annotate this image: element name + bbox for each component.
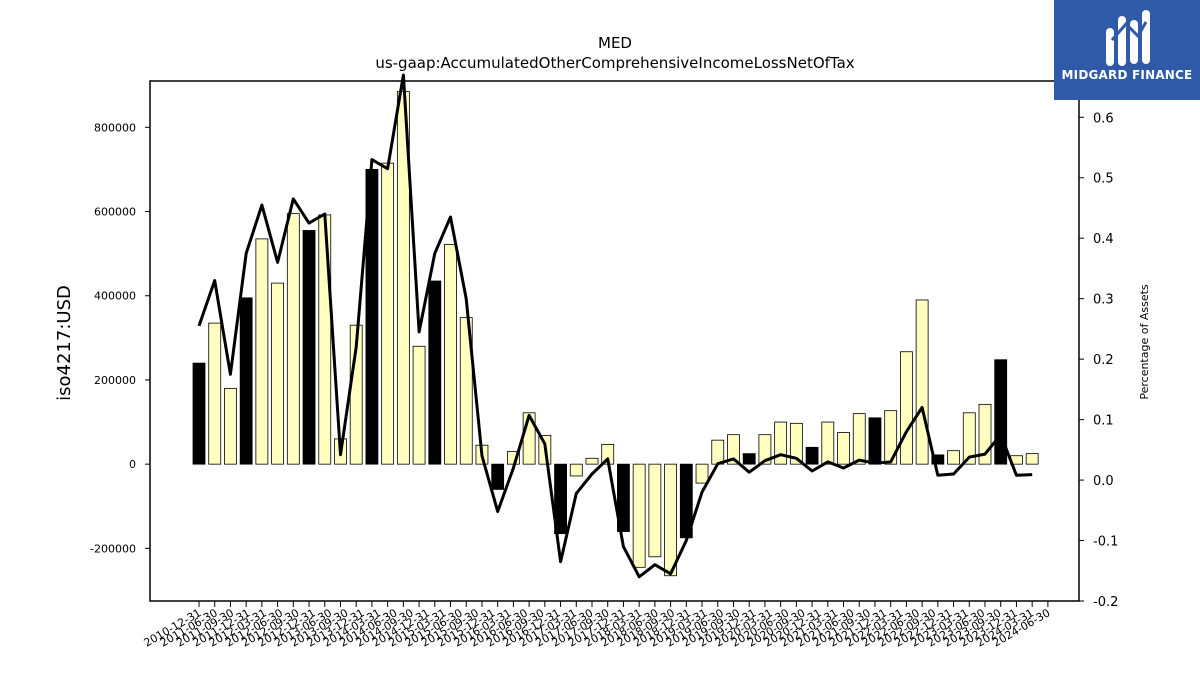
chart-subtitle: us-gaap:AccumulatedOtherComprehensiveInc…: [375, 54, 854, 72]
percentage-line-layer: [197, 73, 1033, 579]
percentage-of-assets-line: [197, 73, 1033, 579]
y2-tick-label: 0.6: [1093, 111, 1114, 126]
y2-tick-label: 0.5: [1093, 172, 1114, 187]
bar-38: [774, 421, 788, 465]
bar-5: [255, 238, 269, 465]
bar-16: [428, 280, 442, 465]
y-tick-label: 600000: [94, 206, 136, 219]
bar-4: [239, 297, 253, 465]
y2-tick-label: 0.3: [1093, 293, 1114, 308]
bar-44: [868, 417, 882, 465]
y2-tick-label: 0.0: [1093, 474, 1114, 489]
bar-42: [837, 432, 850, 465]
y-tick-label: 0: [129, 458, 136, 471]
bar-20: [491, 463, 505, 490]
bar-1: [192, 362, 206, 465]
bar-29: [632, 463, 646, 568]
y2-tick-label: 0.1: [1093, 414, 1114, 429]
bar-50: [962, 412, 976, 465]
bar-40: [805, 446, 819, 465]
bar-18: [459, 317, 473, 465]
bar-43: [852, 413, 866, 465]
y-axis-label: iso4217:USD: [54, 285, 75, 401]
bar-2: [208, 322, 222, 465]
midgard-logo-icon: [1106, 10, 1150, 66]
bar-26: [585, 457, 599, 465]
plot-frame: [149, 80, 1080, 602]
watermark-logo: MIDGARD FINANCE: [1054, 0, 1200, 100]
y2-axis-label: Percentage of Assets: [1138, 284, 1151, 400]
bar-48: [931, 454, 945, 465]
bar-7: [286, 213, 300, 465]
y2-tick-label: 0.2: [1093, 353, 1114, 368]
bar-33: [695, 463, 709, 484]
bar-30: [648, 463, 662, 558]
bar-36: [742, 453, 756, 465]
bar-47: [915, 299, 929, 465]
bar-41: [821, 421, 835, 465]
y2-tick-label: 0.4: [1093, 232, 1114, 247]
bar-6: [271, 282, 285, 465]
bar-15: [412, 345, 426, 465]
bar-13: [381, 162, 395, 465]
y2-tick-label: -0.1: [1093, 535, 1118, 550]
bar-3: [224, 387, 237, 465]
axes: -200000 0 200000 400000 600000 800000 -0.2 -0.1…: [90, 111, 1118, 649]
bar-8: [302, 230, 316, 465]
bar-31: [664, 463, 677, 577]
bar-9: [318, 214, 332, 465]
bar-45: [884, 410, 898, 465]
bar-49: [947, 450, 960, 465]
y2-tick-label: -0.2: [1093, 595, 1118, 610]
bar-39: [789, 422, 803, 465]
bar-28: [617, 463, 630, 532]
bars: [192, 91, 1039, 577]
chart-title: MED: [598, 34, 632, 52]
y-tick-label: -200000: [90, 542, 136, 555]
watermark-brand-text: MIDGARD FINANCE: [1061, 68, 1193, 82]
bar-34: [711, 439, 725, 465]
y-tick-label: 200000: [94, 374, 136, 387]
bar-54: [1025, 453, 1039, 465]
y-tick-label: 800000: [94, 121, 136, 134]
bar-24: [554, 463, 567, 535]
bar-37: [758, 434, 772, 465]
bar-25: [569, 463, 583, 477]
bar-46: [900, 351, 913, 465]
bar-17: [444, 243, 457, 465]
bar-35: [727, 434, 740, 465]
y-tick-label: 400000: [94, 290, 136, 303]
